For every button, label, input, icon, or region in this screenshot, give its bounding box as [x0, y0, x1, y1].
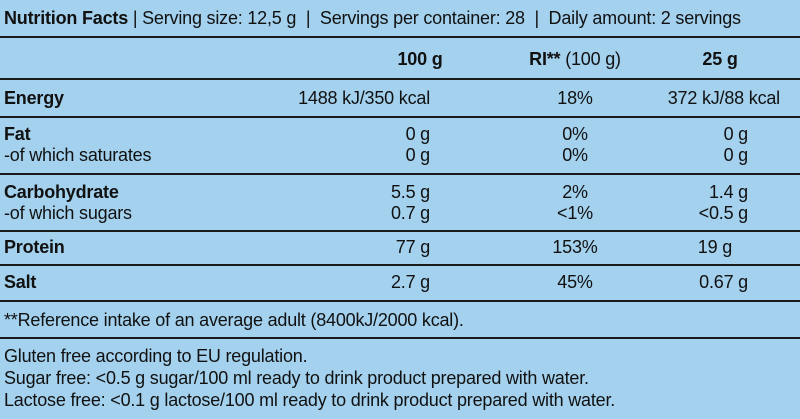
row-fat-ri: 0% [562, 124, 588, 144]
row-sugars-label: -of which sugars [4, 203, 132, 223]
row-salt-ri: 45% [557, 272, 593, 292]
ri-unit: (100 g) [565, 49, 621, 69]
row-fat-per25: 0 g [723, 124, 749, 144]
column-header-25g: 25 g [702, 49, 738, 69]
header-separator: | [305, 8, 311, 28]
divider [0, 337, 800, 339]
gluten-free-note: Gluten free according to EU regulation. [4, 346, 308, 366]
row-carbohydrate-ri: 2% [562, 182, 588, 202]
row-protein-ri: 153% [552, 237, 598, 257]
divider [0, 264, 800, 266]
row-salt-per100: 2.7 g [390, 272, 430, 292]
row-fat-per100: 0 g [405, 124, 431, 144]
label-title: Nutrition Facts [4, 8, 129, 28]
row-energy-label: Energy [4, 88, 64, 108]
row-saturates-per100: 0 g [405, 145, 431, 165]
ri-label: RI** [529, 49, 561, 69]
divider [0, 78, 800, 80]
row-sugars-ri: <1% [557, 203, 593, 223]
row-carbohydrate-per25: 1.4 g [708, 182, 748, 202]
row-sugars-per25: <0.5 g [698, 203, 749, 223]
serving-size: Serving size: 12,5 g [142, 8, 297, 28]
row-sugars-per100: 0.7 g [390, 203, 430, 223]
reference-intake-footnote: **Reference intake of an average adult (… [4, 310, 464, 330]
row-carbohydrate-per100: 5.5 g [390, 182, 430, 202]
row-protein-label: Protein [4, 237, 65, 257]
row-saturates-label: -of which saturates [4, 145, 152, 165]
row-salt-label: Salt [4, 272, 37, 292]
divider [0, 36, 800, 38]
row-energy-per25: 372 kJ/88 kcal [667, 88, 780, 108]
row-salt-per25: 0.67 g [699, 272, 748, 292]
sugar-free-note: Sugar free: <0.5 g sugar/100 ml ready to… [4, 368, 589, 388]
divider [0, 230, 800, 232]
servings-per-container: Servings per container: 28 [319, 8, 525, 28]
row-saturates-per25: 0 g [723, 145, 749, 165]
column-header-100g: 100 g [397, 49, 443, 69]
row-protein-per100: 77 g [395, 237, 430, 257]
lactose-free-note: Lactose free: <0.1 g lactose/100 ml read… [4, 390, 616, 410]
row-fat-label: Fat [4, 124, 31, 144]
daily-amount: Daily amount: 2 servings [548, 8, 741, 28]
column-header-ri: RI** (100 g) [500, 49, 650, 70]
row-energy-per100: 1488 kJ/350 kcal [298, 88, 430, 108]
header-separator: | [534, 8, 539, 28]
row-saturates-ri: 0% [562, 145, 588, 165]
row-energy-ri: 18% [557, 88, 593, 108]
label-header: Nutrition Facts | Serving size: 12,5 g |… [4, 8, 741, 29]
divider [0, 116, 800, 118]
row-carbohydrate-label: Carbohydrate [4, 182, 119, 202]
divider [0, 173, 800, 175]
row-protein-per25: 19 g [697, 237, 732, 257]
divider [0, 300, 800, 302]
header-separator: | [132, 8, 138, 28]
